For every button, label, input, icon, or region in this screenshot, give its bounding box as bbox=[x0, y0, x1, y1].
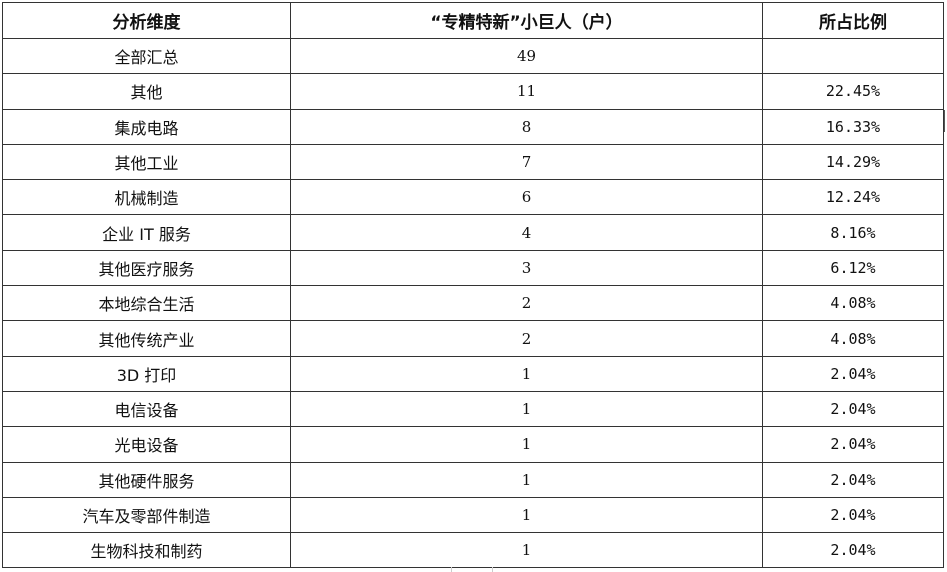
cell-dimension: 3D 打印 bbox=[2, 355, 291, 392]
table-row: 其他医疗服务 3 6.12% bbox=[2, 249, 944, 287]
cell-dimension: 电信设备 bbox=[2, 390, 291, 428]
table-row: 其他工业 7 14.29% bbox=[2, 143, 944, 181]
cell-count: 1 bbox=[290, 390, 763, 428]
cell-ratio bbox=[762, 37, 944, 75]
cell-dimension: 其他硬件服务 bbox=[2, 461, 291, 498]
cell-count: 1 bbox=[290, 426, 763, 463]
cell-count: 7 bbox=[290, 143, 763, 181]
cell-count: 4 bbox=[290, 214, 763, 251]
cell-count: 1 bbox=[290, 355, 763, 392]
cell-ratio: 2.04% bbox=[762, 355, 944, 392]
cell-dimension: 机械制造 bbox=[2, 179, 291, 216]
table-row: 本地综合生活 2 4.08% bbox=[2, 285, 944, 322]
resize-handle bbox=[451, 567, 493, 572]
cell-dimension: 光电设备 bbox=[2, 426, 291, 463]
cell-dimension: 全部汇总 bbox=[2, 37, 291, 75]
table-row: 集成电路 8 16.33% bbox=[2, 108, 944, 145]
header-ratio: 所占比例 bbox=[762, 2, 944, 39]
cell-dimension: 集成电路 bbox=[2, 108, 291, 145]
table-row: 3D 打印 1 2.04% bbox=[2, 355, 944, 392]
edge-mark bbox=[944, 110, 945, 132]
table-row: 全部汇总 49 bbox=[2, 37, 944, 75]
cell-ratio: 2.04% bbox=[762, 426, 944, 463]
cell-count: 49 bbox=[290, 37, 763, 75]
cell-count: 1 bbox=[290, 461, 763, 498]
table-header-row: 分析维度 “专精特新”小巨人（户） 所占比例 bbox=[2, 2, 944, 39]
table-row: 光电设备 1 2.04% bbox=[2, 426, 944, 463]
cell-dimension: 本地综合生活 bbox=[2, 285, 291, 322]
header-count: “专精特新”小巨人（户） bbox=[290, 2, 763, 39]
table-row: 其他 11 22.45% bbox=[2, 73, 944, 110]
table-row: 其他硬件服务 1 2.04% bbox=[2, 461, 944, 498]
cell-ratio: 8.16% bbox=[762, 214, 944, 251]
cell-ratio: 16.33% bbox=[762, 108, 944, 145]
cell-count: 1 bbox=[290, 496, 763, 534]
cell-dimension: 其他 bbox=[2, 73, 291, 110]
table-row: 汽车及零部件制造 1 2.04% bbox=[2, 496, 944, 534]
cell-ratio: 2.04% bbox=[762, 390, 944, 428]
cell-dimension: 其他传统产业 bbox=[2, 320, 291, 357]
cell-ratio: 4.08% bbox=[762, 320, 944, 357]
cell-ratio: 14.29% bbox=[762, 143, 944, 181]
cell-count: 2 bbox=[290, 285, 763, 322]
cell-ratio: 4.08% bbox=[762, 285, 944, 322]
cell-count: 2 bbox=[290, 320, 763, 357]
cell-ratio: 2.04% bbox=[762, 496, 944, 534]
header-dimension: 分析维度 bbox=[2, 2, 291, 39]
cell-dimension: 生物科技和制药 bbox=[2, 532, 291, 569]
cell-ratio: 22.45% bbox=[762, 73, 944, 110]
cell-count: 6 bbox=[290, 179, 763, 216]
cell-dimension: 其他工业 bbox=[2, 143, 291, 181]
table-row: 机械制造 6 12.24% bbox=[2, 179, 944, 216]
cell-count: 1 bbox=[290, 532, 763, 569]
cell-dimension: 其他医疗服务 bbox=[2, 249, 291, 287]
table-row: 其他传统产业 2 4.08% bbox=[2, 320, 944, 357]
cell-count: 3 bbox=[290, 249, 763, 287]
cell-ratio: 12.24% bbox=[762, 179, 944, 216]
cell-count: 11 bbox=[290, 73, 763, 110]
cell-ratio: 2.04% bbox=[762, 461, 944, 498]
cell-count: 8 bbox=[290, 108, 763, 145]
cell-ratio: 6.12% bbox=[762, 249, 944, 287]
cell-dimension: 汽车及零部件制造 bbox=[2, 496, 291, 534]
table-row: 企业 IT 服务 4 8.16% bbox=[2, 214, 944, 251]
table-row: 电信设备 1 2.04% bbox=[2, 390, 944, 428]
cell-ratio: 2.04% bbox=[762, 532, 944, 569]
table-row: 生物科技和制药 1 2.04% bbox=[2, 532, 944, 569]
cell-dimension: 企业 IT 服务 bbox=[2, 214, 291, 251]
